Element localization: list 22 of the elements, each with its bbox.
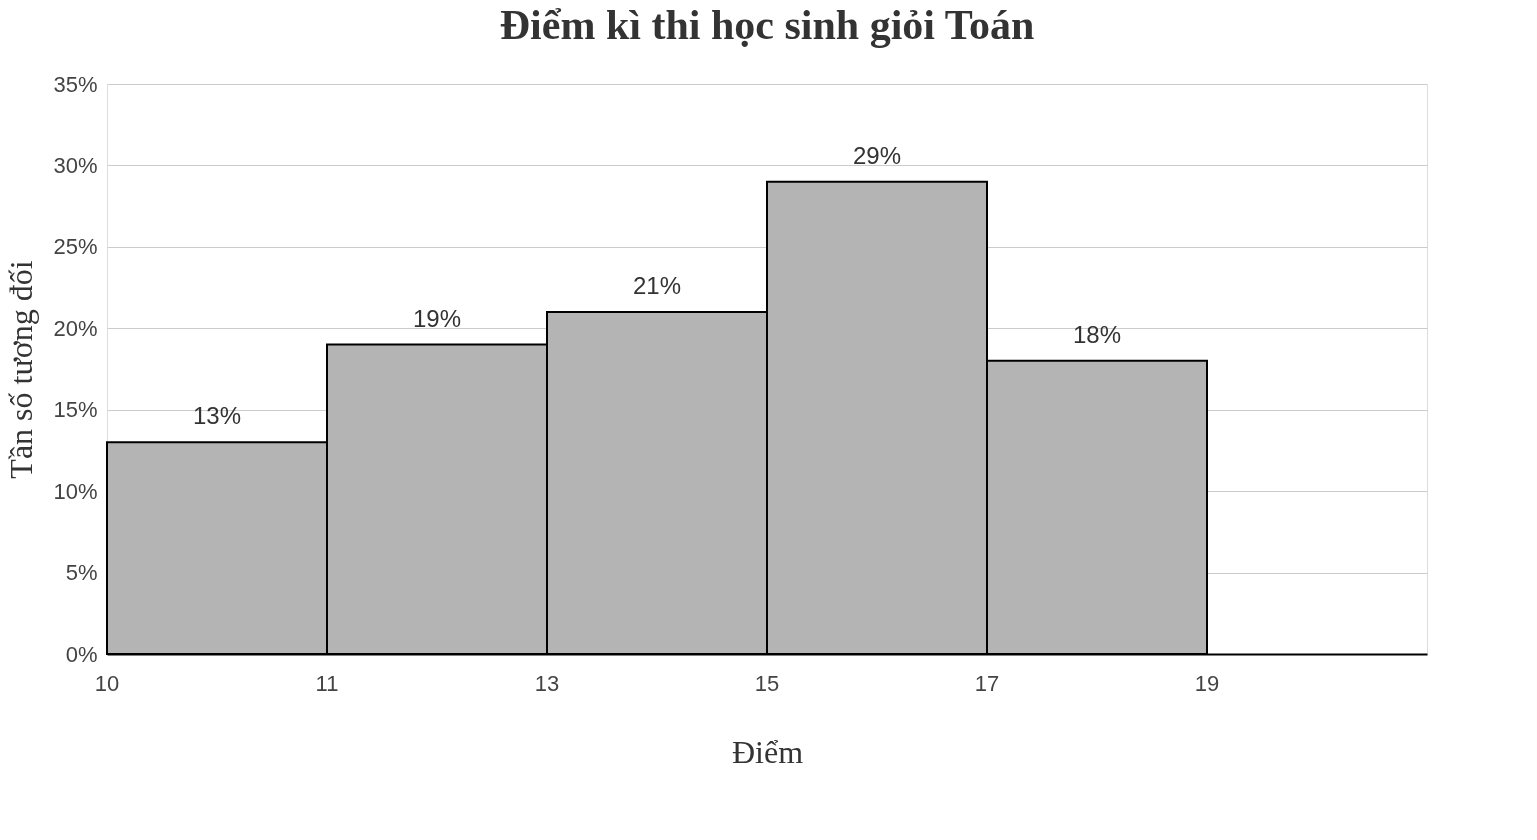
- text: 10: [94, 671, 120, 696]
- data-label: 21%: [632, 272, 682, 299]
- y-tick-label: 25%: [53, 234, 98, 260]
- text: 15: [754, 671, 780, 696]
- y-tick-label: 35%: [53, 71, 98, 97]
- x-axis-title: Điểm: [731, 733, 804, 770]
- text: 19: [1194, 671, 1220, 696]
- y-tick-label: 20%: [53, 315, 98, 341]
- data-label: 29%: [852, 141, 902, 169]
- y-tick-label: 15%: [53, 397, 98, 423]
- text: 13: [534, 671, 560, 696]
- data-label: 19%: [412, 304, 462, 332]
- y-tick-label: 5%: [65, 560, 98, 586]
- y-tick-label: 10%: [53, 478, 98, 504]
- y-tick-label: 0%: [65, 641, 98, 667]
- data-label: 13%: [192, 402, 242, 430]
- chart-title: Điểm kì thi học sinh giỏi Toán: [499, 2, 1035, 48]
- y-tick-label: 30%: [53, 152, 98, 178]
- y-axis-title: Tần số tương đối: [3, 260, 40, 479]
- data-label: 18%: [1072, 320, 1122, 348]
- text: 11: [315, 671, 339, 696]
- text: 17: [974, 671, 1000, 696]
